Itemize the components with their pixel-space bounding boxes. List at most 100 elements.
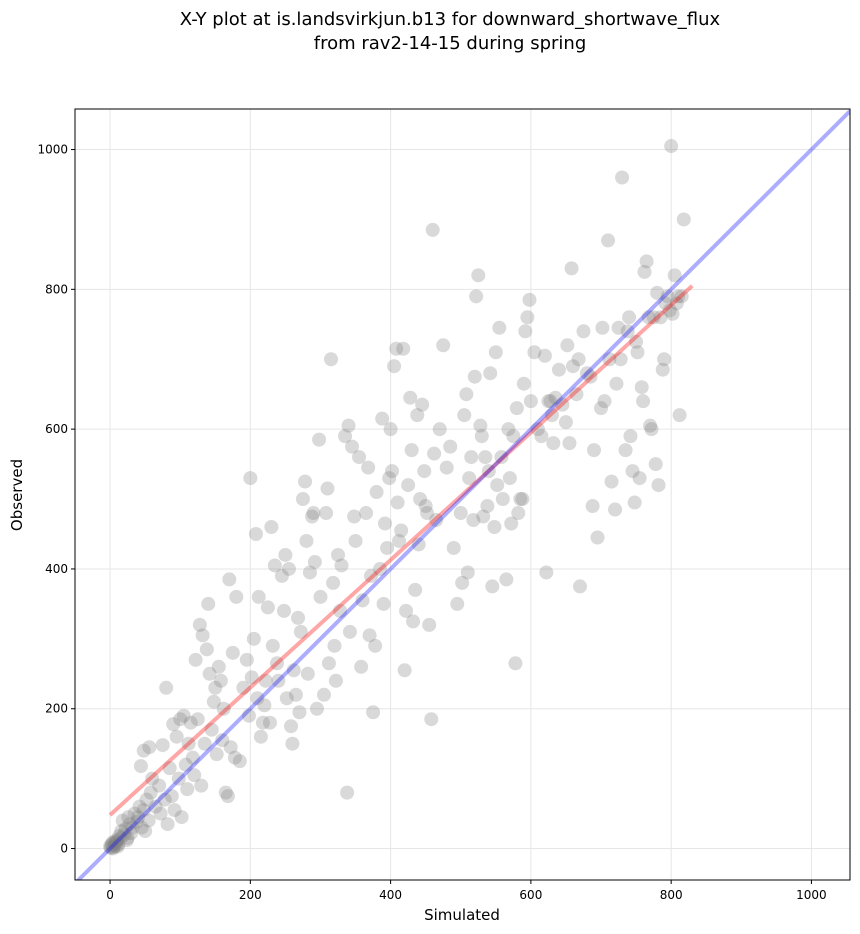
data-point bbox=[251, 589, 266, 604]
data-point bbox=[327, 638, 342, 653]
data-point bbox=[399, 603, 414, 618]
data-point bbox=[269, 656, 284, 671]
data-point bbox=[632, 471, 647, 486]
data-point bbox=[305, 509, 320, 524]
data-point bbox=[183, 715, 198, 730]
data-point bbox=[299, 533, 314, 548]
data-point bbox=[257, 698, 272, 713]
data-point bbox=[236, 680, 251, 695]
data-point bbox=[188, 652, 203, 667]
data-point bbox=[397, 663, 412, 678]
data-point bbox=[216, 701, 231, 716]
data-point bbox=[267, 558, 282, 573]
data-point bbox=[132, 799, 147, 814]
data-point bbox=[476, 509, 491, 524]
data-point bbox=[387, 359, 402, 374]
data-point bbox=[195, 628, 210, 643]
data-point bbox=[648, 457, 663, 472]
data-point bbox=[316, 687, 331, 702]
data-point bbox=[562, 436, 577, 451]
data-point bbox=[422, 617, 437, 632]
data-point bbox=[341, 418, 356, 433]
data-point bbox=[320, 481, 335, 496]
data-point bbox=[394, 523, 409, 538]
x-axis-label: Simulated bbox=[424, 906, 500, 924]
data-point bbox=[155, 738, 170, 753]
data-point bbox=[539, 565, 554, 580]
data-point bbox=[368, 638, 383, 653]
data-point bbox=[534, 429, 549, 444]
data-point bbox=[119, 833, 134, 848]
data-point bbox=[255, 715, 270, 730]
regression-line bbox=[108, 284, 694, 817]
data-point bbox=[555, 397, 570, 412]
data-point bbox=[120, 831, 135, 846]
data-point bbox=[111, 837, 126, 852]
data-point bbox=[185, 750, 200, 765]
data-point bbox=[309, 701, 324, 716]
data-point bbox=[243, 471, 258, 486]
data-point bbox=[644, 422, 659, 437]
data-point bbox=[469, 289, 484, 304]
data-point bbox=[429, 513, 444, 528]
data-point bbox=[602, 352, 617, 367]
data-point bbox=[634, 380, 649, 395]
data-point bbox=[643, 418, 658, 433]
data-point bbox=[494, 450, 509, 465]
data-point bbox=[551, 362, 566, 377]
data-point bbox=[306, 506, 321, 521]
data-point bbox=[418, 499, 433, 514]
data-point bbox=[133, 759, 148, 774]
data-point bbox=[488, 345, 503, 360]
data-point bbox=[206, 694, 221, 709]
data-point bbox=[359, 506, 374, 521]
data-point bbox=[415, 397, 430, 412]
data-point bbox=[618, 443, 633, 458]
data-point bbox=[105, 835, 120, 850]
data-point bbox=[515, 492, 530, 507]
data-point bbox=[181, 736, 196, 751]
data-point bbox=[260, 600, 275, 615]
data-point bbox=[622, 310, 637, 325]
data-point bbox=[506, 429, 521, 444]
data-point bbox=[436, 338, 451, 353]
data-point bbox=[366, 705, 381, 720]
data-point bbox=[629, 334, 644, 349]
data-point bbox=[392, 533, 407, 548]
x-tick-label: 0 bbox=[106, 888, 114, 902]
data-point bbox=[655, 362, 670, 377]
data-point bbox=[410, 408, 425, 423]
data-point bbox=[174, 810, 189, 825]
data-point bbox=[107, 834, 122, 849]
axis-ticks: 0 200 400 600 800 1000 0 200 400 600 800 1000 bbox=[37, 143, 826, 902]
data-point bbox=[480, 499, 495, 514]
data-points bbox=[103, 139, 691, 856]
data-point bbox=[650, 285, 665, 300]
data-point bbox=[333, 603, 348, 618]
data-point bbox=[406, 614, 421, 629]
data-point bbox=[328, 673, 343, 688]
data-point bbox=[460, 565, 475, 580]
data-point bbox=[389, 341, 404, 356]
data-point bbox=[385, 464, 400, 479]
data-point bbox=[457, 408, 472, 423]
data-point bbox=[502, 471, 517, 486]
data-point bbox=[653, 310, 668, 325]
data-point bbox=[197, 736, 212, 751]
data-point bbox=[455, 575, 470, 590]
data-point bbox=[122, 817, 137, 832]
data-point bbox=[284, 719, 299, 734]
data-point bbox=[413, 492, 428, 507]
data-point bbox=[211, 659, 226, 674]
data-point bbox=[424, 712, 439, 727]
data-point bbox=[352, 450, 367, 465]
data-point bbox=[420, 506, 435, 521]
data-point bbox=[331, 547, 346, 562]
x-tick-label: 1000 bbox=[796, 888, 827, 902]
data-point bbox=[609, 376, 624, 391]
data-point bbox=[382, 471, 397, 486]
data-point bbox=[637, 264, 652, 279]
data-point bbox=[630, 345, 645, 360]
data-point bbox=[229, 589, 244, 604]
data-point bbox=[292, 705, 307, 720]
